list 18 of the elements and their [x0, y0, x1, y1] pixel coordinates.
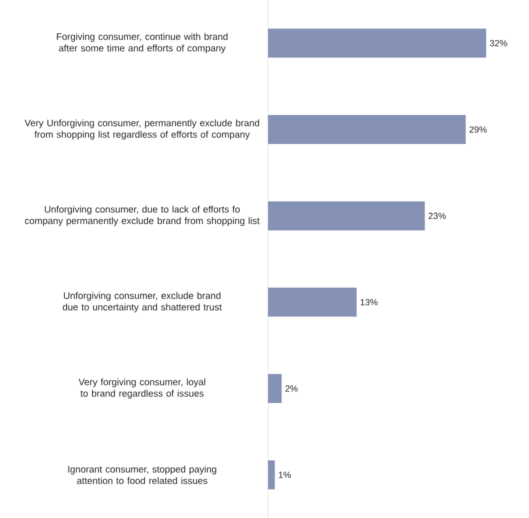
bar [268, 115, 466, 144]
data-label: 32% [490, 40, 508, 46]
y-tick-label: Very Unforgiving consumer, permanently exclude brand from shopping list regardless of efforts of company [24, 119, 260, 140]
bar [268, 28, 486, 58]
y-tick-label: Unforgiving consumer, due to lack of efforts fo company permanently exclude brand from shopping list [24, 206, 260, 226]
data-label: 2% [285, 385, 298, 392]
bar [268, 374, 282, 404]
y-tick-label: Forgiving consumer, continue with brand after some time and efforts of company [56, 33, 228, 54]
data-label: 1% [278, 472, 291, 478]
bar [268, 288, 357, 317]
bar [268, 460, 275, 490]
data-label: 13% [360, 298, 378, 306]
data-label: 29% [470, 126, 487, 133]
y-tick-label: Very forgiving consumer, loyal to brand regardless of issues [78, 378, 206, 399]
y-tick-label: Unforgiving consumer, exclude brand due to uncertainty and shattered trust [62, 292, 222, 312]
y-tick-label: Ignorant consumer, stopped paying attention to food related issues [68, 466, 216, 484]
data-label: 23% [428, 212, 446, 220]
bar [268, 201, 425, 230]
